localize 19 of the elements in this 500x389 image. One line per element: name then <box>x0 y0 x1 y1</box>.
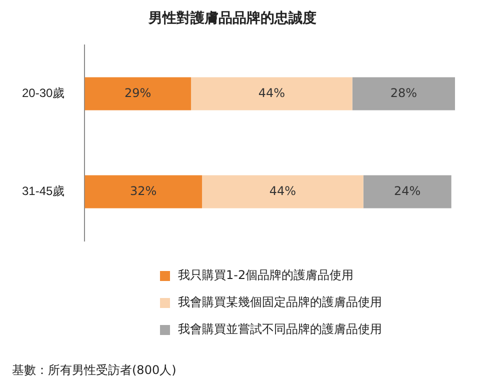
y-tick-label: 20-30歲 <box>22 86 65 100</box>
legend-label: 我會購買某幾個固定品牌的護膚品使用 <box>178 294 382 311</box>
bar <box>202 175 364 208</box>
bar <box>363 175 452 208</box>
legend-label: 我只購買1-2個品牌的護膚品使用 <box>178 267 354 284</box>
data-label: 32% <box>130 184 157 198</box>
data-label: 29% <box>124 86 152 100</box>
legend-label: 我會購買並嘗試不同品牌的護膚品使用 <box>178 321 382 338</box>
y-tick-label: 31-45歲 <box>22 184 65 198</box>
bar <box>84 175 202 208</box>
data-label: 44% <box>269 184 296 198</box>
data-label: 28% <box>390 86 418 100</box>
chart-title: 男性對護膚品品牌的忠誠度 <box>148 9 316 26</box>
data-label: 24% <box>394 184 421 198</box>
bar <box>191 77 352 110</box>
bar <box>352 77 455 110</box>
bar <box>84 77 192 110</box>
data-label: 44% <box>258 86 286 100</box>
text: 基數：所有男性受訪者(800人) <box>12 362 176 379</box>
